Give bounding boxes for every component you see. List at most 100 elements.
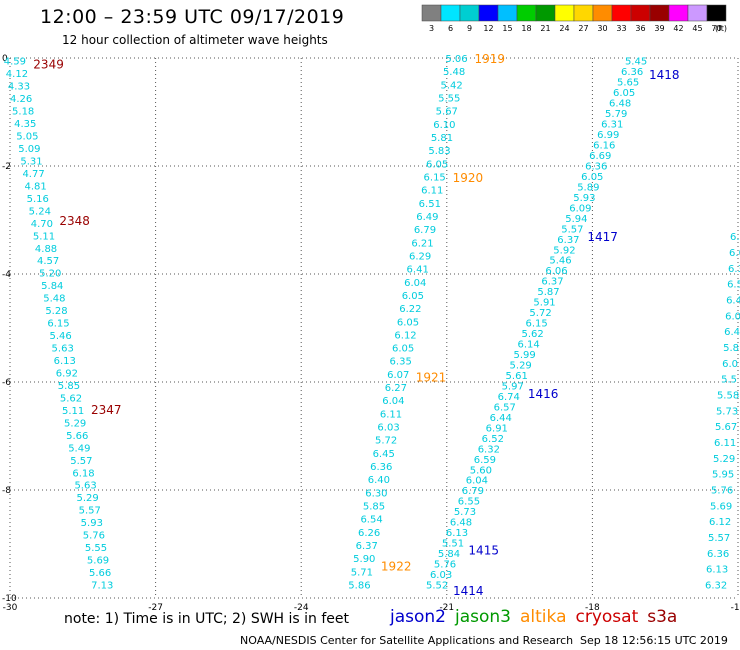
wave-height-value: 5.69 bbox=[710, 501, 732, 512]
wave-height-value: 6.05 bbox=[613, 88, 635, 99]
legend-label: 30 bbox=[597, 24, 607, 33]
wave-height-value: 6.26 bbox=[358, 528, 380, 539]
wave-height-value: 5.29 bbox=[510, 361, 532, 372]
wave-height-value: 5.55 bbox=[438, 93, 460, 104]
legend-swatch bbox=[573, 4, 594, 22]
satellite-cryosat: cryosat bbox=[575, 607, 639, 627]
wave-height-value: 5.95 bbox=[712, 470, 734, 481]
legend-swatch bbox=[421, 4, 442, 22]
wave-height-value: 6.03 bbox=[430, 570, 452, 581]
wave-height-value: 6.52 bbox=[482, 434, 504, 445]
wave-height-value: 6.14 bbox=[517, 340, 539, 351]
wave-height-value: 4.88 bbox=[35, 244, 57, 255]
wave-height-value: 6.41 bbox=[407, 265, 429, 276]
wave-height-value: 6.11 bbox=[380, 409, 402, 420]
wave-height-value: 6.54 bbox=[360, 515, 382, 526]
legend-label: 45 bbox=[692, 24, 702, 33]
wave-height-value: 4.77 bbox=[22, 169, 44, 180]
wave-height-value: 5.81 bbox=[431, 133, 453, 144]
wave-height-value: 6.40 bbox=[368, 475, 390, 486]
wave-height-value: 4.57 bbox=[37, 256, 59, 267]
wave-height-value: 6.79 bbox=[414, 225, 436, 236]
wave-height-value: 6.49 bbox=[416, 212, 438, 223]
legend-swatch bbox=[554, 4, 575, 22]
chart-subtitle: 12 hour collection of altimeter wave hei… bbox=[62, 33, 328, 47]
wave-height-value: 5.73 bbox=[454, 507, 476, 518]
legend-swatch bbox=[668, 4, 689, 22]
wave-height-value: 5.76 bbox=[711, 486, 733, 497]
wave-height-value: 5.93 bbox=[573, 193, 595, 204]
wave-height-value: 6.29 bbox=[409, 251, 431, 262]
satellite-legend: jason2 jason3 altika cryosat s3a bbox=[390, 607, 686, 627]
wave-height-value: 5.90 bbox=[353, 554, 375, 565]
wave-height-value: 6.16 bbox=[593, 141, 615, 152]
pass-time-label: 1920 bbox=[453, 171, 484, 185]
wave-height-value: 5.87 bbox=[537, 287, 559, 298]
wave-height-value: 5.99 bbox=[514, 350, 536, 361]
legend-label: 42 bbox=[673, 24, 683, 33]
wave-height-value: 6.36 bbox=[585, 161, 607, 172]
legend-swatch bbox=[440, 4, 461, 22]
legend-swatch bbox=[592, 4, 613, 22]
legend-swatch bbox=[535, 4, 556, 22]
wave-height-value: 5.86 bbox=[348, 581, 370, 592]
wave-height-value: 6.05 bbox=[426, 159, 448, 170]
wave-height-value: 6.35 bbox=[390, 357, 412, 368]
wave-height-value: 6.31 bbox=[601, 120, 623, 131]
footer-credit: NOAA/NESDIS Center for Satellite Applica… bbox=[240, 634, 574, 647]
legend-swatch bbox=[478, 4, 499, 22]
y-tick-label: -4 bbox=[2, 270, 11, 280]
wave-height-value: 6.15 bbox=[525, 319, 547, 330]
wave-height-value: 5.94 bbox=[565, 214, 587, 225]
x-tick-label: -21 bbox=[439, 603, 454, 613]
wave-height-value: 5.72 bbox=[375, 436, 397, 447]
wave-height-value: 6.03 bbox=[377, 423, 399, 434]
wave-height-value: 6.13 bbox=[54, 356, 76, 367]
wave-height-value: 5.93 bbox=[81, 518, 103, 529]
wave-height-value: 5.57 bbox=[70, 456, 92, 467]
legend-swatch bbox=[459, 4, 480, 22]
wave-height-value: 6.36 bbox=[370, 462, 392, 473]
wave-height-value: 5.49 bbox=[68, 443, 90, 454]
wave-height-value: 6.07 bbox=[387, 370, 409, 381]
wave-height-value: 6.0 bbox=[722, 359, 738, 370]
wave-height-value: 6.48 bbox=[609, 99, 631, 110]
wave-height-value: 5.8 bbox=[723, 343, 739, 354]
wave-height-value: 6.11 bbox=[714, 438, 736, 449]
wave-height-value: 6.06 bbox=[545, 266, 567, 277]
wave-height-value: 6.92 bbox=[56, 368, 78, 379]
wave-height-value: 5.73 bbox=[716, 406, 738, 417]
wave-height-value: 6.32 bbox=[705, 581, 727, 592]
wave-height-value: 5.85 bbox=[363, 502, 385, 513]
wave-height-value: 6.36 bbox=[707, 549, 729, 560]
wave-height-value: 6.59 bbox=[474, 455, 496, 466]
wave-height-value: 6.32 bbox=[478, 444, 500, 455]
wave-height-value: 5.52 bbox=[426, 581, 448, 592]
wave-height-value: 6.37 bbox=[557, 235, 579, 246]
pass-time-label: 1414 bbox=[453, 584, 484, 598]
wave-height-value: 5.97 bbox=[502, 381, 524, 392]
wave-height-value: 5.46 bbox=[49, 331, 71, 342]
wave-height-value: 6.45 bbox=[373, 449, 395, 460]
wave-height-value: 6.4 bbox=[726, 296, 740, 307]
wave-height-value: 6.51 bbox=[419, 199, 441, 210]
wave-height-value: 6.10 bbox=[433, 120, 455, 131]
wave-height-value: 5.55 bbox=[85, 543, 107, 554]
wave-height-value: 6.12 bbox=[709, 517, 731, 528]
wave-height-value: 6.18 bbox=[72, 468, 94, 479]
wave-height-value: 6.30 bbox=[365, 488, 387, 499]
legend-label: 3 bbox=[429, 24, 434, 33]
wave-height-value: 6.5 bbox=[727, 280, 740, 291]
wave-height-value: 6.05 bbox=[402, 291, 424, 302]
legend-label: 39 bbox=[654, 24, 664, 33]
wave-height-value: 6.05 bbox=[397, 317, 419, 328]
wave-height-value: 6.04 bbox=[404, 278, 426, 289]
legend-swatch bbox=[687, 4, 708, 22]
wave-height-value: 6.36 bbox=[621, 67, 643, 78]
satellite-jason3: jason3 bbox=[455, 607, 511, 627]
wave-height-value: 5.29 bbox=[77, 493, 99, 504]
wave-height-value: 5.57 bbox=[79, 506, 101, 517]
pass-time-label: 1418 bbox=[649, 68, 680, 82]
legend-label: 21 bbox=[540, 24, 550, 33]
satellite-jason2: jason2 bbox=[390, 607, 446, 627]
